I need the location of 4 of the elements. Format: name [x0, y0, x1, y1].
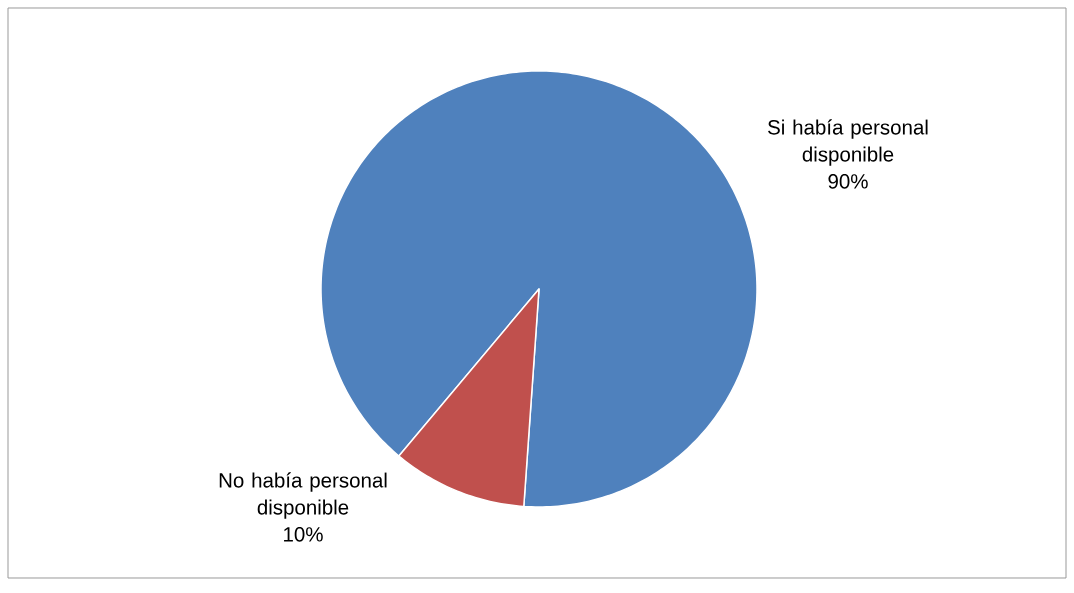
slice-label: No había personal disponible	[219, 472, 387, 519]
data-label: 90%	[828, 174, 868, 189]
slice-label: Si había personal disponible	[768, 119, 928, 166]
data-label: 10%	[284, 527, 323, 542]
